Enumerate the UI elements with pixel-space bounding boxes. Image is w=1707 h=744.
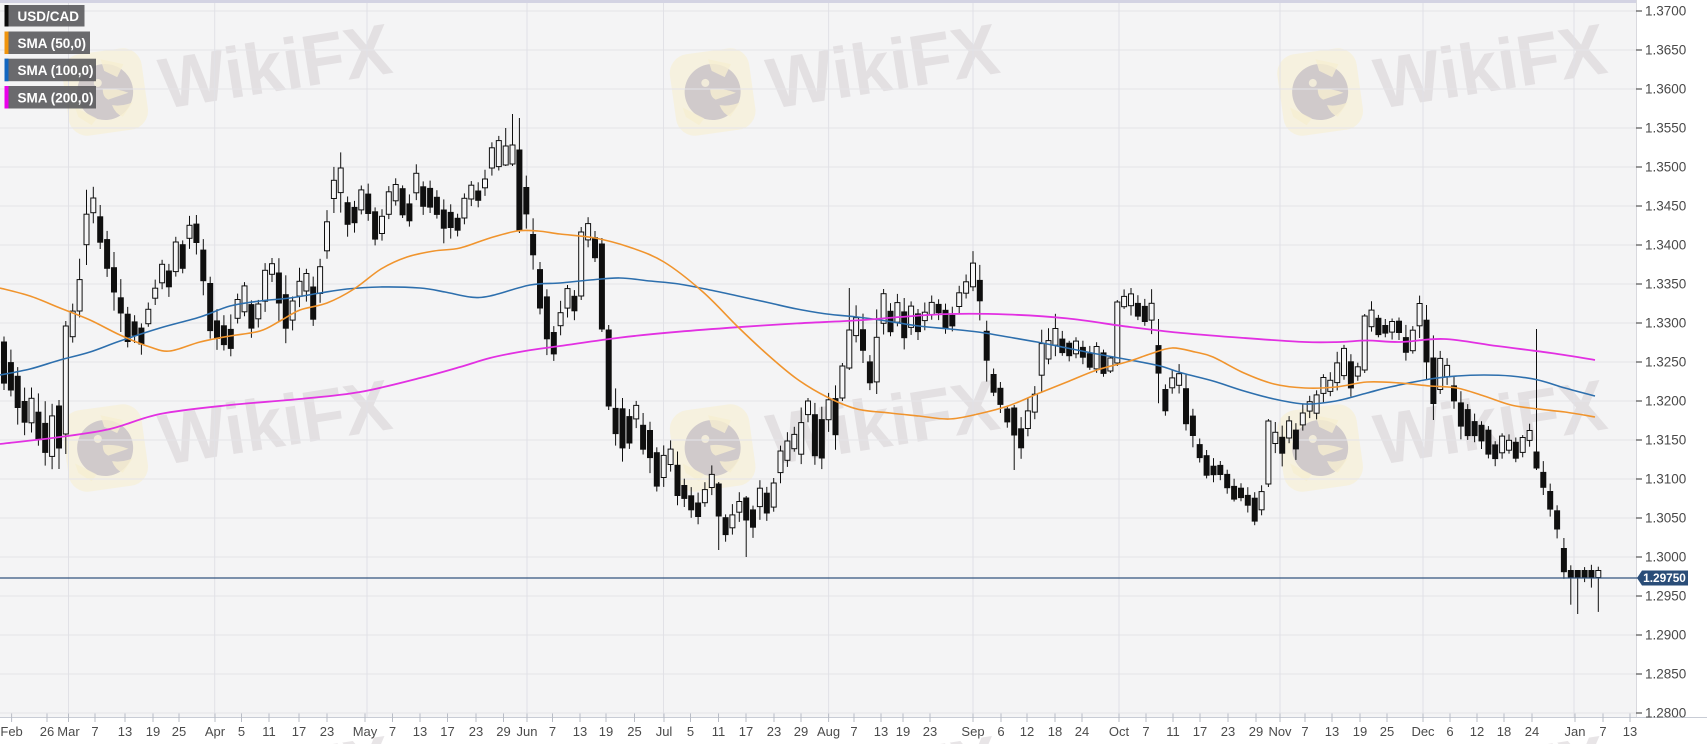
svg-text:23: 23 (320, 724, 334, 739)
svg-text:Jul: Jul (656, 724, 673, 739)
svg-text:1.3150: 1.3150 (1645, 433, 1686, 448)
svg-text:1.3500: 1.3500 (1645, 160, 1686, 175)
svg-text:6: 6 (997, 724, 1004, 739)
svg-text:7: 7 (850, 724, 857, 739)
svg-text:Mar: Mar (57, 724, 80, 739)
svg-text:11: 11 (712, 724, 726, 739)
svg-text:13: 13 (573, 724, 587, 739)
svg-text:1.2950: 1.2950 (1645, 589, 1686, 604)
svg-text:18: 18 (1048, 724, 1062, 739)
svg-text:25: 25 (1380, 724, 1394, 739)
svg-text:7: 7 (1301, 724, 1308, 739)
svg-text:25: 25 (172, 724, 186, 739)
svg-text:29: 29 (794, 724, 808, 739)
svg-text:1.3350: 1.3350 (1645, 277, 1686, 292)
svg-text:23: 23 (469, 724, 483, 739)
svg-text:SMA (200,0): SMA (200,0) (18, 90, 94, 105)
svg-text:5: 5 (238, 724, 245, 739)
svg-text:13: 13 (1325, 724, 1339, 739)
svg-text:1.3600: 1.3600 (1645, 82, 1686, 97)
svg-text:Sep: Sep (961, 724, 984, 739)
svg-text:25: 25 (627, 724, 641, 739)
svg-text:1.3250: 1.3250 (1645, 355, 1686, 370)
svg-text:19: 19 (896, 724, 910, 739)
svg-text:1.3000: 1.3000 (1645, 550, 1686, 565)
svg-text:1.3200: 1.3200 (1645, 394, 1686, 409)
svg-text:24: 24 (1525, 724, 1539, 739)
svg-text:1.3300: 1.3300 (1645, 316, 1686, 331)
svg-text:SMA (100,0): SMA (100,0) (18, 63, 94, 78)
svg-text:29: 29 (1249, 724, 1263, 739)
svg-text:1.3100: 1.3100 (1645, 472, 1686, 487)
svg-text:Nov: Nov (1268, 724, 1292, 739)
svg-text:1.2800: 1.2800 (1645, 706, 1686, 721)
svg-text:19: 19 (599, 724, 613, 739)
svg-text:23: 23 (1221, 724, 1235, 739)
svg-text:7: 7 (389, 724, 396, 739)
svg-text:Feb: Feb (0, 724, 22, 739)
svg-text:13: 13 (118, 724, 132, 739)
svg-text:11: 11 (1166, 724, 1180, 739)
svg-text:11: 11 (262, 724, 276, 739)
svg-text:Oct: Oct (1109, 724, 1130, 739)
svg-text:5: 5 (687, 724, 694, 739)
svg-text:7: 7 (1599, 724, 1606, 739)
svg-text:6: 6 (1446, 724, 1453, 739)
svg-text:1.2900: 1.2900 (1645, 628, 1686, 643)
svg-text:SMA (50,0): SMA (50,0) (18, 36, 87, 51)
svg-text:USD/CAD: USD/CAD (18, 9, 80, 24)
svg-text:1.2850: 1.2850 (1645, 667, 1686, 682)
svg-text:1.3450: 1.3450 (1645, 199, 1686, 214)
svg-text:17: 17 (440, 724, 454, 739)
svg-text:13: 13 (874, 724, 888, 739)
svg-text:12: 12 (1020, 724, 1034, 739)
svg-text:13: 13 (413, 724, 427, 739)
svg-text:1.3400: 1.3400 (1645, 238, 1686, 253)
svg-text:1.3050: 1.3050 (1645, 511, 1686, 526)
svg-text:May: May (353, 724, 378, 739)
svg-text:Jun: Jun (517, 724, 538, 739)
svg-text:1.3700: 1.3700 (1645, 4, 1686, 19)
svg-text:1.3550: 1.3550 (1645, 121, 1686, 136)
svg-text:17: 17 (1193, 724, 1207, 739)
svg-text:Apr: Apr (205, 724, 226, 739)
svg-text:23: 23 (767, 724, 781, 739)
svg-text:26: 26 (40, 724, 54, 739)
svg-text:23: 23 (923, 724, 937, 739)
svg-text:18: 18 (1497, 724, 1511, 739)
svg-text:19: 19 (146, 724, 160, 739)
svg-text:7: 7 (549, 724, 556, 739)
svg-text:17: 17 (292, 724, 306, 739)
svg-text:Dec: Dec (1411, 724, 1435, 739)
svg-text:17: 17 (739, 724, 753, 739)
svg-text:1.3650: 1.3650 (1645, 43, 1686, 58)
svg-text:29: 29 (496, 724, 510, 739)
svg-text:Aug: Aug (817, 724, 840, 739)
svg-text:7: 7 (1142, 724, 1149, 739)
svg-text:19: 19 (1353, 724, 1367, 739)
svg-text:7: 7 (91, 724, 98, 739)
svg-text:12: 12 (1470, 724, 1484, 739)
svg-text:Jan: Jan (1565, 724, 1586, 739)
svg-text:24: 24 (1075, 724, 1089, 739)
svg-text:1.29750: 1.29750 (1643, 571, 1686, 585)
svg-text:13: 13 (1623, 724, 1637, 739)
